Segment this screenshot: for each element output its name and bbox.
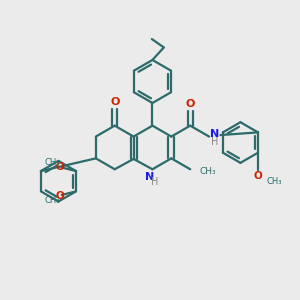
Text: O: O bbox=[185, 99, 195, 109]
Text: O: O bbox=[254, 171, 262, 181]
Text: CH₃: CH₃ bbox=[200, 167, 216, 176]
Text: H: H bbox=[151, 177, 158, 187]
Text: N: N bbox=[146, 172, 155, 182]
Text: CH₃: CH₃ bbox=[45, 196, 61, 205]
Text: CH₃: CH₃ bbox=[266, 177, 282, 186]
Text: H: H bbox=[212, 137, 219, 147]
Text: O: O bbox=[56, 162, 64, 172]
Text: O: O bbox=[110, 97, 119, 107]
Text: N: N bbox=[210, 129, 220, 139]
Text: O: O bbox=[56, 191, 64, 201]
Text: CH₃: CH₃ bbox=[45, 158, 61, 166]
